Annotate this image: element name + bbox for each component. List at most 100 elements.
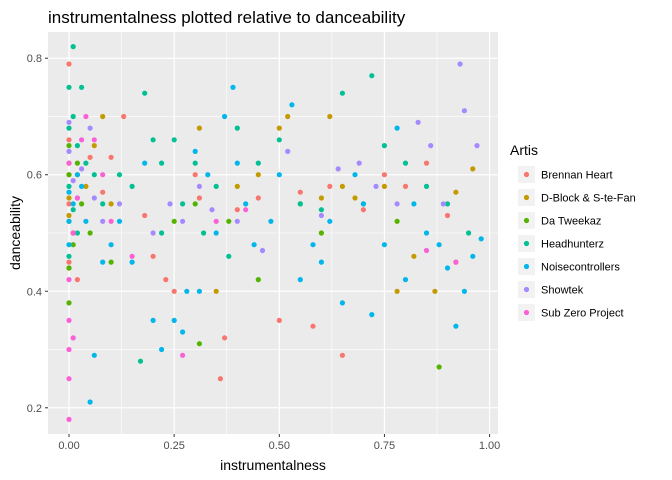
data-point	[79, 84, 85, 90]
data-point	[226, 218, 232, 224]
data-point	[453, 189, 459, 195]
data-point	[108, 154, 114, 160]
data-point	[339, 90, 345, 96]
data-point	[318, 259, 324, 265]
data-point	[70, 44, 76, 50]
data-point	[91, 195, 97, 201]
data-point	[243, 201, 249, 207]
data-point	[150, 137, 156, 143]
data-point	[66, 242, 72, 248]
data-point	[196, 288, 202, 294]
data-point	[213, 183, 219, 189]
data-point	[234, 125, 240, 131]
data-point	[234, 207, 240, 213]
y-tick-label: 0.4	[27, 286, 42, 298]
legend-swatch	[523, 240, 530, 247]
data-point	[234, 160, 240, 166]
data-point	[171, 288, 177, 294]
data-point	[70, 113, 76, 120]
data-point	[66, 61, 72, 67]
data-point	[74, 143, 80, 149]
data-point	[478, 236, 484, 242]
data-point	[150, 230, 156, 236]
x-tick-label: 0.00	[58, 440, 79, 452]
data-point	[142, 212, 148, 219]
data-point	[137, 358, 144, 364]
data-point	[87, 154, 93, 160]
data-point	[129, 183, 135, 189]
data-point	[268, 218, 274, 224]
data-point	[180, 352, 186, 358]
data-point	[91, 137, 97, 143]
data-point	[159, 230, 165, 236]
data-point	[381, 242, 387, 248]
data-point	[289, 102, 295, 108]
y-axis-ticks: 0.2 0.4 0.6 0.8	[27, 53, 48, 415]
data-point	[411, 253, 417, 259]
data-point	[318, 212, 324, 219]
data-point	[352, 172, 358, 178]
data-point	[159, 346, 165, 353]
data-point	[66, 172, 72, 178]
data-point	[213, 288, 219, 294]
data-point	[74, 172, 80, 178]
data-point	[356, 160, 362, 166]
data-point	[436, 364, 442, 370]
x-tick-label: 0.75	[374, 440, 395, 452]
data-point	[79, 201, 85, 207]
data-point	[327, 183, 333, 189]
data-point	[444, 265, 451, 271]
data-point	[171, 317, 177, 323]
legend-label: Showtek	[541, 285, 584, 297]
data-point	[66, 416, 72, 422]
data-point	[116, 218, 123, 224]
data-point	[66, 84, 72, 90]
data-point	[100, 189, 106, 195]
data-point	[66, 212, 72, 219]
data-point	[83, 218, 89, 224]
data-point	[394, 288, 400, 294]
data-point	[129, 259, 135, 265]
data-point	[70, 201, 76, 207]
legend-swatch	[523, 217, 530, 224]
x-axis-ticks: 0.00 0.25 0.50 0.75 1.00	[58, 434, 500, 452]
data-point	[234, 218, 240, 224]
data-point	[285, 113, 291, 120]
data-point	[87, 230, 93, 236]
data-point	[440, 201, 446, 207]
data-point	[66, 143, 72, 149]
minor-gridlines	[48, 32, 498, 434]
y-axis-title: danceability	[7, 196, 23, 270]
data-point	[327, 113, 333, 120]
legend-title: Artis	[510, 142, 538, 158]
data-point	[66, 253, 72, 259]
data-point	[100, 172, 106, 178]
data-point	[70, 207, 76, 213]
data-point	[251, 242, 257, 248]
data-point	[276, 317, 282, 323]
data-point	[108, 201, 114, 207]
x-tick-label: 1.00	[479, 440, 500, 452]
data-point	[285, 148, 291, 154]
legend-label: Da Tweekaz	[541, 216, 601, 228]
data-point	[428, 143, 434, 149]
data-point	[66, 259, 72, 265]
data-point	[310, 323, 316, 329]
data-point	[192, 148, 198, 154]
data-point	[129, 253, 135, 259]
data-point	[205, 172, 211, 178]
data-points	[66, 44, 484, 422]
data-point	[180, 218, 186, 224]
data-point	[100, 259, 106, 265]
data-point	[83, 160, 89, 166]
data-point	[369, 312, 375, 318]
data-point	[222, 335, 228, 341]
data-point	[453, 323, 459, 329]
data-point	[339, 352, 345, 358]
data-point	[74, 195, 80, 201]
data-point	[192, 160, 198, 166]
data-point	[66, 119, 72, 125]
data-point	[318, 195, 324, 201]
data-point	[167, 201, 173, 207]
